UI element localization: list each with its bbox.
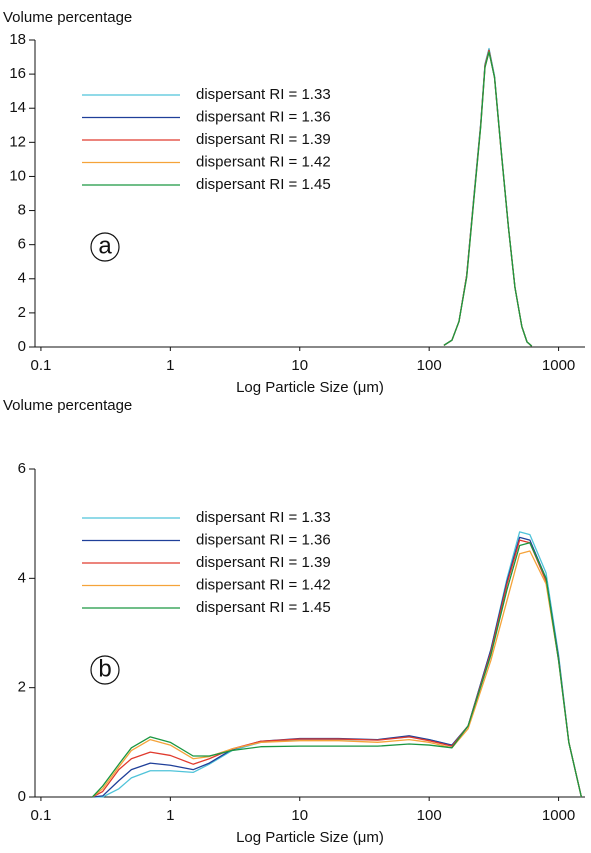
legend-label: dispersant RI = 1.39 <box>196 554 331 571</box>
x-tick-label: 1 <box>166 357 174 374</box>
y-tick-label: 4 <box>18 569 26 586</box>
y-tick-label: 16 <box>9 65 26 82</box>
legend-label: dispersant RI = 1.33 <box>196 509 331 526</box>
x-axis-label: Log Particle Size (μm) <box>236 379 384 396</box>
legend-label: dispersant RI = 1.42 <box>196 153 331 170</box>
y-tick-label: 0 <box>18 338 26 355</box>
x-tick-label: 0.1 <box>30 807 51 824</box>
y-tick-label: 10 <box>9 167 26 184</box>
legend-label: dispersant RI = 1.36 <box>196 108 331 125</box>
x-tick-label: 1000 <box>542 807 575 824</box>
y-tick-label: 6 <box>18 236 26 253</box>
y-tick-label: 0 <box>18 788 26 805</box>
series-line <box>443 51 533 347</box>
legend-label: dispersant RI = 1.42 <box>196 576 331 593</box>
y-tick-label: 2 <box>18 304 26 321</box>
y-tick-label: 8 <box>18 202 26 219</box>
x-tick-label: 10 <box>291 357 308 374</box>
y-tick-label: 6 <box>18 460 26 477</box>
chart-title: Volume percentage <box>3 9 132 26</box>
annotation: b <box>98 655 111 682</box>
x-axis-label: Log Particle Size (μm) <box>236 829 384 846</box>
series-line <box>443 47 533 347</box>
annotation-circle <box>90 655 120 685</box>
legend-label: dispersant RI = 1.39 <box>196 131 331 148</box>
x-tick-label: 100 <box>417 807 442 824</box>
series-line <box>92 550 583 798</box>
x-tick-label: 10 <box>291 807 308 824</box>
series-line <box>92 531 583 798</box>
y-tick-label: 12 <box>9 133 26 150</box>
x-tick-label: 1 <box>166 807 174 824</box>
series-line <box>443 49 533 347</box>
series-line <box>443 49 533 347</box>
legend-label: dispersant RI = 1.36 <box>196 531 331 548</box>
chart-title: Volume percentage <box>3 397 132 414</box>
series-line <box>91 542 583 798</box>
series-line <box>92 536 583 798</box>
y-tick-label: 4 <box>18 270 26 287</box>
annotation: a <box>98 232 112 259</box>
legend-label: dispersant RI = 1.45 <box>196 176 331 193</box>
y-tick-label: 14 <box>9 99 26 116</box>
x-tick-label: 1000 <box>542 357 575 374</box>
annotation-circle <box>90 232 120 262</box>
x-tick-label: 0.1 <box>30 357 51 374</box>
legend-label: dispersant RI = 1.33 <box>196 86 331 103</box>
y-tick-label: 2 <box>18 679 26 696</box>
series-line <box>92 539 583 798</box>
x-tick-label: 100 <box>417 357 442 374</box>
y-tick-label: 18 <box>9 31 26 48</box>
series-line <box>443 51 533 347</box>
legend-label: dispersant RI = 1.45 <box>196 599 331 616</box>
